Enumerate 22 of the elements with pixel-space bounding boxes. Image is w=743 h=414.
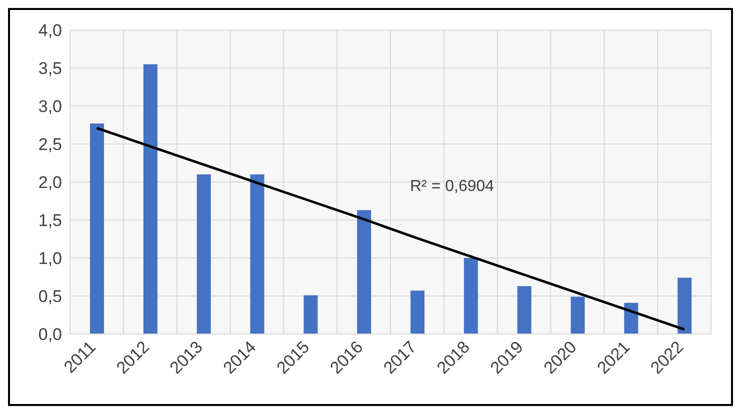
bar bbox=[678, 278, 692, 334]
y-tick-label: 0,0 bbox=[38, 325, 62, 344]
bar bbox=[90, 123, 104, 334]
bar bbox=[304, 295, 318, 334]
y-tick-label: 2,5 bbox=[38, 135, 62, 154]
bar bbox=[357, 210, 372, 334]
y-tick-label: 0,5 bbox=[38, 287, 62, 306]
bar bbox=[570, 296, 585, 334]
y-tick-label: 3,0 bbox=[38, 97, 62, 116]
line-series bbox=[95, 126, 686, 331]
bar bbox=[410, 290, 424, 334]
bar bbox=[196, 174, 211, 334]
y-tick-label: 2,0 bbox=[38, 173, 62, 192]
bar bbox=[250, 174, 264, 334]
bar bbox=[464, 258, 478, 334]
bar bbox=[517, 286, 532, 334]
y-tick-label: 1,0 bbox=[38, 249, 62, 268]
annotation: R² = 0,6904 bbox=[410, 178, 494, 196]
y-tick-label: 3,5 bbox=[38, 59, 62, 78]
y-tick-label: 4,0 bbox=[38, 21, 62, 40]
bar bbox=[143, 64, 158, 334]
y-tick-label: 1,5 bbox=[38, 211, 62, 230]
